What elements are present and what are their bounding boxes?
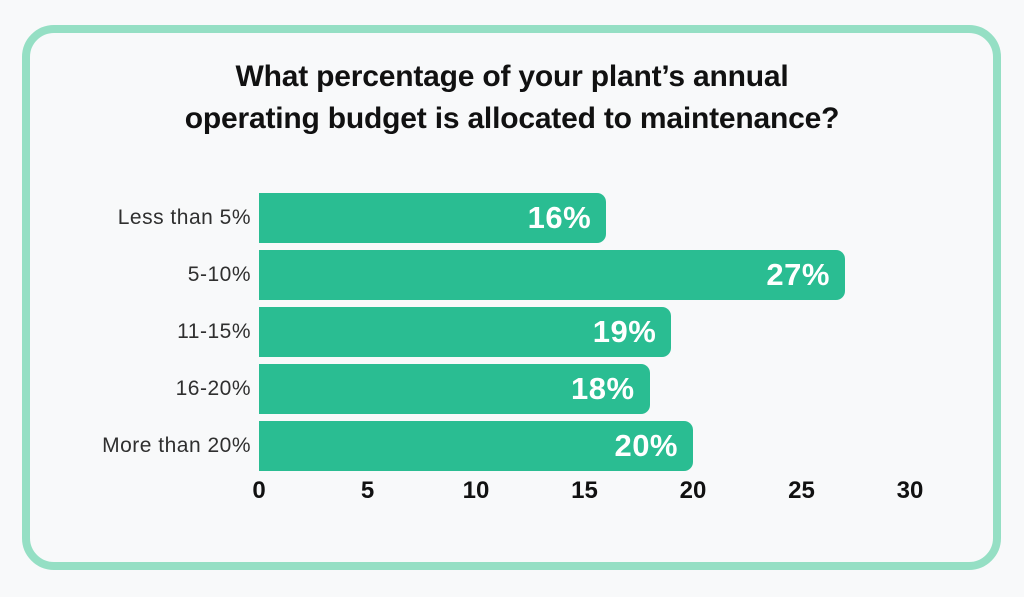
bar-value-label: 19% bbox=[592, 314, 657, 349]
category-label: More than 20% bbox=[102, 434, 251, 457]
x-tick-label: 15 bbox=[571, 477, 598, 504]
bar: 27% bbox=[259, 250, 845, 300]
x-axis: 0 5 10 15 20 25 30 bbox=[252, 476, 923, 506]
bar-track: 16% bbox=[259, 193, 910, 243]
chart-row: 11-15% 19% bbox=[0, 307, 910, 357]
bar-value-label: 16% bbox=[527, 200, 592, 235]
bar: 20% bbox=[259, 421, 693, 471]
category-label: 11-15% bbox=[177, 320, 251, 343]
bar: 19% bbox=[259, 307, 672, 357]
x-tick-label: 10 bbox=[462, 477, 490, 504]
bar-value-label: 27% bbox=[766, 257, 830, 292]
chart-row: 5-10% 27% bbox=[0, 250, 910, 300]
bar: 18% bbox=[259, 364, 650, 414]
bar-value-label: 20% bbox=[614, 428, 678, 463]
card-border bbox=[22, 25, 1001, 570]
category-label: 5-10% bbox=[187, 263, 251, 286]
bar-track: 19% bbox=[259, 307, 910, 357]
chart-title-line2: operating budget is allocated to mainten… bbox=[184, 102, 840, 135]
bar-track: 27% bbox=[259, 250, 910, 300]
bar: 16% bbox=[259, 193, 607, 243]
category-label: 16-20% bbox=[175, 377, 251, 400]
chart-title: What percentage of your plant’s annual op… bbox=[0, 56, 1024, 140]
category-label: Less than 5% bbox=[117, 206, 251, 229]
bar-track: 20% bbox=[259, 421, 910, 471]
chart-row: More than 20% 20% bbox=[0, 421, 910, 471]
x-tick-label: 20 bbox=[679, 477, 707, 504]
x-tick-label: 0 bbox=[252, 477, 266, 504]
x-tick-label: 30 bbox=[896, 477, 924, 504]
x-tick-label: 25 bbox=[788, 477, 815, 504]
bar-value-label: 18% bbox=[571, 371, 635, 406]
bar-track: 18% bbox=[259, 364, 910, 414]
chart-row: 16-20% 18% bbox=[0, 364, 910, 414]
bar-chart-rows: Less than 5% 16% 5-10% 27% 11-15% 19% 16… bbox=[0, 193, 910, 478]
x-tick-label: 5 bbox=[360, 477, 375, 504]
chart-title-line1: What percentage of your plant’s annual bbox=[235, 60, 789, 93]
chart-row: Less than 5% 16% bbox=[0, 193, 910, 243]
